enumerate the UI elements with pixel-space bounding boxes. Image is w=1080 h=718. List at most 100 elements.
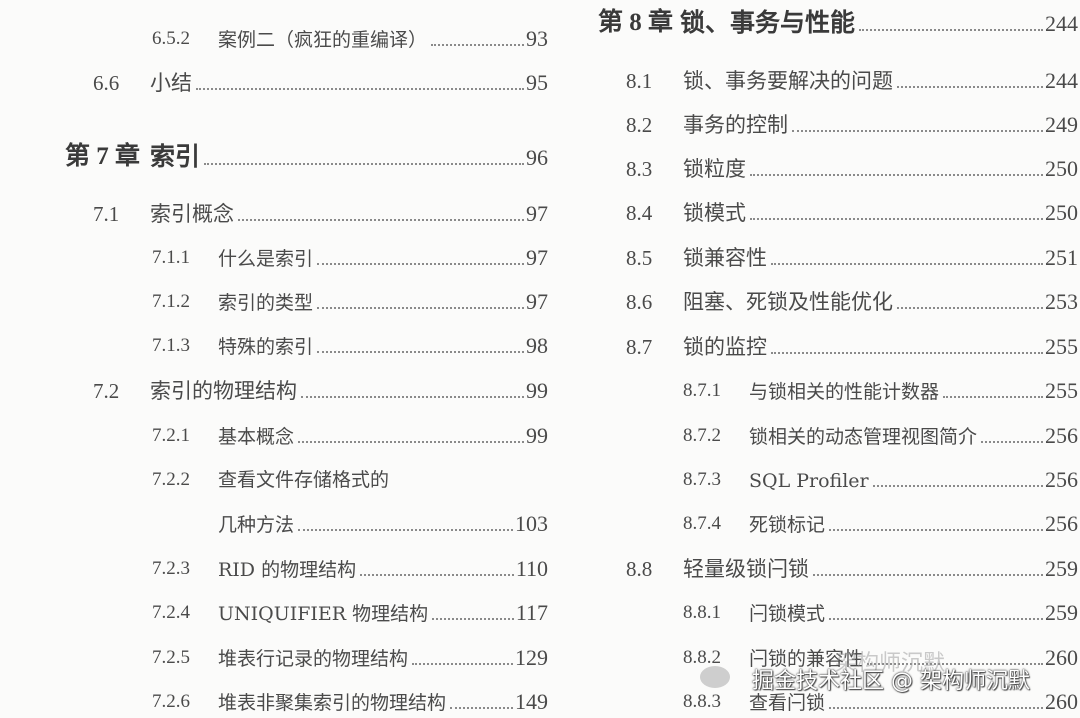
toc-entry-number: 8.6 (626, 290, 653, 314)
toc-entry-number: 8.7.2 (683, 425, 721, 446)
toc-entry-title: 堆表行记录的物理结构 (218, 648, 409, 670)
toc-entry-page: 251 (1045, 245, 1078, 270)
toc-entry-title: 阻塞、死锁及性能优化 (683, 290, 893, 314)
toc-entry-page: 256 (1045, 423, 1078, 448)
dot-leader (813, 574, 1043, 576)
toc-entry-page: 110 (515, 556, 548, 581)
toc-entry-page: 103 (515, 511, 548, 536)
dot-leader (771, 352, 1043, 354)
toc-entry-title: 查看闩锁 (749, 692, 826, 714)
toc-entry: 锁相关的动态管理视图简介 256 (749, 421, 1078, 452)
dot-leader (792, 130, 1043, 132)
dot-leader (897, 86, 1043, 88)
dot-leader (867, 663, 1043, 665)
toc-entry-number: 8.1 (626, 69, 653, 93)
dot-leader (298, 441, 524, 443)
dot-leader (897, 307, 1043, 309)
toc-entry-title: 索引的物理结构 (150, 379, 297, 403)
toc-entry: 索引概念 97 (150, 199, 548, 229)
toc-entry-number: 8.7.4 (683, 513, 721, 534)
dot-leader (432, 618, 514, 620)
dot-leader (317, 351, 524, 353)
toc-entry-page: 117 (515, 600, 548, 625)
toc-entry-page: 256 (1045, 467, 1078, 492)
toc-entry-title: 索引 (150, 142, 201, 171)
dot-leader (196, 88, 524, 90)
toc-entry-number: 7.1.1 (152, 247, 190, 268)
toc-entry: 索引 96 (150, 142, 548, 173)
toc-entry-number: 7.2.1 (152, 425, 190, 446)
dot-leader (360, 574, 514, 576)
toc-entry: 索引的类型 97 (218, 287, 548, 318)
toc-entry-title: 基本概念 (218, 426, 295, 448)
toc-entry: 事务的控制 249 (683, 110, 1078, 140)
toc-entry-number: 8.3 (626, 157, 653, 181)
toc-entry-number: 8.8.2 (683, 647, 721, 668)
toc-entry-page: 93 (526, 26, 548, 51)
dot-leader (317, 263, 524, 265)
toc-entry-page: 250 (1045, 200, 1078, 225)
toc-entry-title: 锁的监控 (683, 335, 767, 359)
toc-entry-page: 244 (1045, 68, 1078, 93)
toc-entry-title: 与锁相关的性能计数器 (749, 381, 940, 403)
wechat-icon (700, 666, 730, 688)
toc-entry-page: 99 (526, 423, 548, 448)
toc-entry-page: 244 (1045, 11, 1078, 36)
dot-leader (750, 218, 1043, 220)
toc-entry: 基本概念 99 (218, 421, 548, 452)
toc-entry-page: 259 (1045, 600, 1078, 625)
dot-leader (301, 396, 524, 398)
dot-leader (204, 163, 524, 165)
toc-entry-page: 99 (526, 378, 548, 403)
toc-entry: 锁的监控 255 (683, 332, 1078, 362)
toc-entry-number: 6.6 (93, 71, 120, 95)
toc-entry-number: 7.2.5 (152, 647, 190, 668)
toc-entry-title: 锁、事务与性能 (680, 8, 856, 37)
toc-entry: 什么是索引 97 (218, 243, 548, 274)
toc-entry-page: 255 (1045, 378, 1078, 403)
toc-entry-title: 闩锁模式 (749, 603, 826, 625)
dot-leader (412, 663, 513, 665)
toc-entry-title: 索引概念 (150, 202, 234, 226)
toc-entry-number: 8.5 (626, 246, 653, 270)
toc-entry-page: 97 (526, 245, 548, 270)
toc-entry: 闩锁模式 259 (749, 598, 1078, 629)
toc-entry-title: 索引的类型 (218, 292, 314, 314)
dot-leader (450, 707, 513, 709)
toc-entry: 闩锁的兼容性 260 (749, 643, 1078, 674)
toc-entry: 索引的物理结构 99 (150, 376, 548, 406)
toc-entry-number: 7.2.3 (152, 558, 190, 579)
toc-entry-page: 256 (1045, 511, 1078, 536)
toc-entry-title: 查看文件存储格式的 (218, 469, 390, 491)
toc-entry-number: 7.2.2 (152, 469, 190, 490)
toc-entry-title: SQL Profiler (749, 470, 869, 492)
toc-entry: RID 的物理结构 110 (218, 554, 548, 585)
dot-leader (238, 219, 524, 221)
toc-entry: 阻塞、死锁及性能优化 253 (683, 287, 1078, 317)
toc-entry: 锁粒度 250 (683, 154, 1078, 184)
dot-leader (298, 529, 513, 531)
toc-entry-number: 8.8.3 (683, 691, 721, 712)
toc-entry-page: 149 (515, 689, 548, 714)
toc-entry-number: 8.8 (626, 557, 653, 581)
toc-entry: 案例二（疯狂的重编译） 93 (218, 24, 548, 55)
toc-entry-title: 特殊的索引 (218, 336, 314, 358)
toc-entry-title: RID 的物理结构 (218, 559, 357, 581)
toc-entry-title: 锁兼容性 (683, 246, 767, 270)
toc-entry: 轻量级锁闩锁 259 (683, 554, 1078, 584)
toc-entry-number: 7.1.2 (152, 291, 190, 312)
toc-entry: 查看文件存储格式的 (218, 465, 618, 495)
toc-entry: 堆表行记录的物理结构 129 (218, 643, 548, 674)
toc-entry: 查看闩锁 260 (749, 687, 1078, 718)
toc-entry-page: 253 (1045, 289, 1078, 314)
watermark-text: 掘金技术社区 @ 架构师沉默 (752, 669, 1030, 694)
dot-leader (829, 707, 1043, 709)
toc-entry-title: 小结 (150, 71, 192, 95)
faint-watermark: 架构师沉默 (835, 651, 946, 676)
toc-entry-number: 7.2.6 (152, 691, 190, 712)
dot-leader (859, 29, 1043, 31)
toc-entry-number: 7.2.4 (152, 602, 190, 623)
dot-leader (872, 485, 1043, 487)
toc-entry-number: 8.2 (626, 113, 653, 137)
toc-entry: 锁、事务与性能 244 (680, 8, 1078, 39)
